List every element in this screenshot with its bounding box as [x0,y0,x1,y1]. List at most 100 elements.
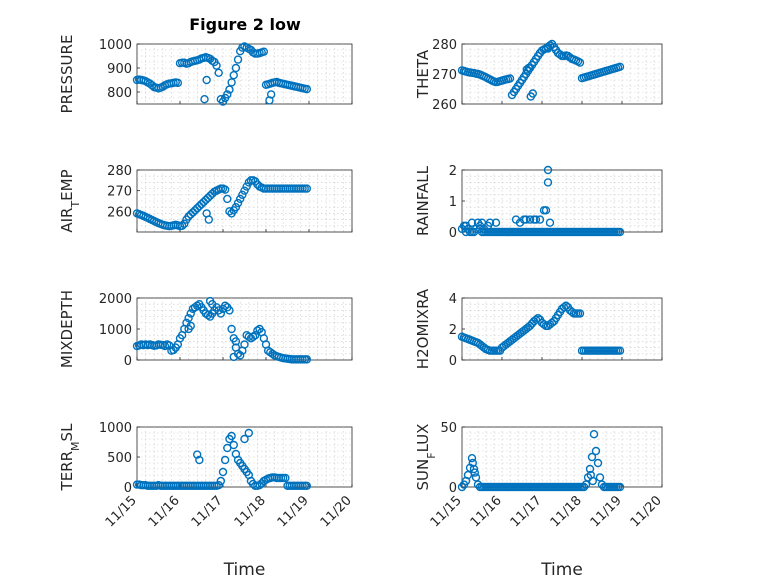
data-point [524,63,533,73]
y-tick-label: 900 [107,62,132,77]
figure-title: Figure 2 low [189,15,301,34]
data-point [223,90,232,99]
data-point [231,63,241,73]
data-point [302,481,312,490]
data-point [266,90,276,99]
data-point [240,186,249,195]
data-point [467,454,477,463]
data-point [485,218,495,227]
data-point [204,215,214,224]
x-tick-label: 11/19 [275,493,312,530]
data-point [190,206,200,215]
data-point [248,332,258,341]
data-point [468,458,477,468]
data-point [235,194,245,204]
data-point [255,481,264,490]
data-point [281,473,290,483]
data-point [457,482,467,492]
data-point [581,480,591,489]
data-point [186,321,195,331]
data-point [589,430,599,439]
data-point [216,94,226,104]
y-tick-label: 260 [432,98,457,113]
data-point [588,476,597,486]
data-point [240,340,249,349]
data-point [233,198,243,208]
subplot-5: 0 1000 2000 MIXDEPTH [58,290,353,369]
ylabel: AIRTEMP [58,169,82,232]
data-point [238,190,247,200]
data-point [615,482,625,492]
y-tick-label: 800 [107,86,132,101]
ylabel: RAINFALL [414,165,432,236]
y-tick-label: 2 [449,323,457,338]
ylabel: SUNFLUX [414,424,438,491]
y-tick-label: 0 [124,354,132,369]
data-point [147,81,157,90]
x-tick-label: 11/15 [428,493,465,530]
data-point [470,468,479,477]
ylabel: THETA [414,49,432,99]
data-point [593,458,603,468]
x-tick-label: 11/16 [468,493,505,530]
data-point [521,215,531,224]
data-point [169,345,178,355]
subplot-4: 0 1 2 RAINFALL [414,164,663,241]
data-point [525,215,535,224]
data-point [231,337,241,346]
data-point [231,202,241,212]
data-point [186,210,195,219]
data-point [615,62,625,72]
data-point [160,341,170,351]
data-point [227,431,236,441]
data-point [539,320,549,329]
data-point [184,212,193,221]
data-point [177,221,187,231]
data-point [541,206,551,215]
data-point [195,201,204,211]
x-tick-label: 11/20 [628,493,665,530]
data-point [587,452,597,462]
axes-frame [136,426,353,488]
data-point [223,194,232,204]
data-point [220,455,230,465]
data-point [192,301,202,310]
y-tick-label: 4 [449,292,457,307]
x-tick-label: 11/17 [189,493,226,530]
data-point [528,89,537,98]
data-point [585,464,595,474]
data-point [202,75,211,85]
data-point [253,326,262,335]
data-point [615,227,625,237]
data-point [579,482,589,492]
data-point [575,58,585,67]
data-point [225,306,234,315]
data-point [543,178,553,187]
ylabel: MIXDEPTH [58,290,76,368]
data-point [195,455,204,465]
x-tick-label: 11/16 [146,493,183,530]
y-tick-label: 0 [449,354,457,369]
y-tick-label: 500 [107,451,132,466]
subplot-7: 0 500 1000 11/15 11/16 11/17 11/18 11/19 11/20 Ti… [58,421,355,580]
data-point [242,182,251,191]
data-point [491,218,501,227]
data-point [471,473,481,482]
x-tick-label: 11/18 [548,493,585,530]
data-point [227,78,236,87]
data-point [531,215,541,224]
data-point [188,208,198,217]
data-point [216,309,226,318]
subplot-1: 800 900 1000 PRESSURE [58,35,353,113]
y-tick-label: 2 [449,164,457,179]
data-point [208,300,217,309]
x-tick-label: 11/19 [588,493,625,530]
data-point [225,207,234,216]
data-point [244,428,254,438]
data-point [469,464,479,474]
data-point [302,84,312,94]
y-tick-label: 50 [440,421,457,436]
data-point [186,309,195,318]
subplot-8: 0 50 11/15 11/16 11/17 11/18 11/19 11/20 Time SUN… [414,421,665,580]
